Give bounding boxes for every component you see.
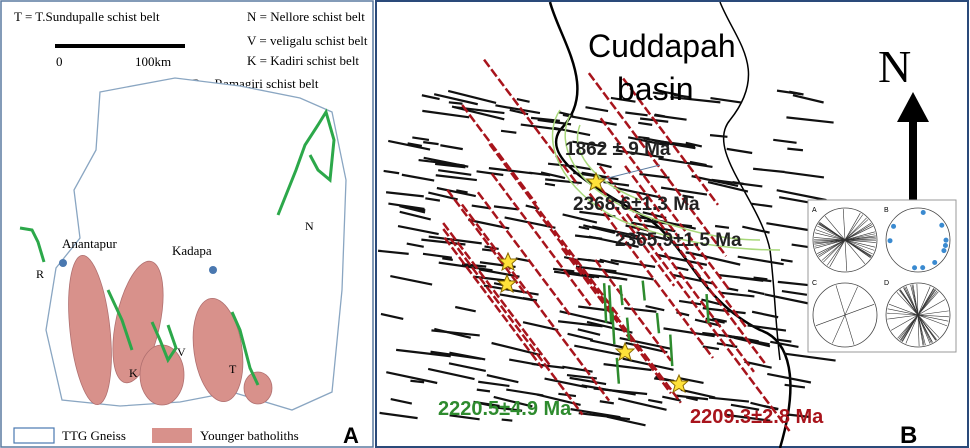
- dike: [449, 102, 463, 103]
- key-swatch: [152, 428, 192, 443]
- panel-label: B: [900, 422, 917, 448]
- stereonet-label: C: [812, 280, 817, 287]
- age-label: 2365.9±1.5 Ma: [615, 230, 742, 251]
- legend-text: V = veligalu schist belt: [247, 33, 368, 48]
- legend-text: K = Kadiri schist belt: [247, 53, 359, 68]
- stereonets: A B C D: [808, 200, 956, 352]
- town-marker: [209, 266, 217, 274]
- dike: [410, 381, 424, 383]
- panel-b: Cuddapah basin N 1862 ± 9 Ma 2368.6±1.3 …: [376, 1, 968, 448]
- town-marker: [59, 259, 67, 267]
- basin-label: basin: [617, 71, 694, 107]
- town-label: Kadapa: [172, 243, 212, 258]
- pole-cluster: [941, 248, 946, 253]
- stereonet-label: A: [812, 207, 817, 214]
- pole-cluster: [920, 265, 925, 270]
- pole-cluster: [888, 238, 893, 243]
- scale-label: 100km: [135, 54, 171, 69]
- age-label: 1862 ± 9 Ma: [565, 139, 671, 160]
- age-label: 2209.3±2.8 Ma: [690, 406, 824, 428]
- pole-cluster: [932, 260, 937, 265]
- figure: T = T.Sundupalle schist belt N = Nellore…: [0, 0, 970, 448]
- belt-label: R: [36, 267, 44, 281]
- pole-cluster: [939, 223, 944, 228]
- belt-label: V: [177, 345, 186, 359]
- basin-label: Cuddapah: [588, 28, 736, 64]
- scale-label: 0: [56, 54, 63, 69]
- stereonet-label: D: [884, 280, 889, 287]
- legend-text: N = Nellore schist belt: [247, 9, 365, 24]
- legend-text: T = T.Sundupalle schist belt: [14, 9, 160, 24]
- age-label: 2220.5±4.9 Ma: [438, 398, 572, 420]
- belt-label: N: [305, 219, 314, 233]
- panel-label: A: [343, 423, 359, 448]
- pole-cluster: [943, 243, 948, 248]
- pole-cluster: [921, 210, 926, 215]
- belt-label: T: [229, 362, 237, 376]
- key-label: TTG Gneiss: [62, 428, 126, 443]
- key-label: Younger batholiths: [200, 428, 299, 443]
- key-swatch: [14, 428, 54, 443]
- batholith: [244, 372, 272, 404]
- pole-cluster: [891, 224, 896, 229]
- pole-cluster: [943, 238, 948, 243]
- age-label: 2368.6±1.3 Ma: [573, 194, 700, 215]
- panel-a: T = T.Sundupalle schist belt N = Nellore…: [1, 1, 373, 448]
- town-label: Anantapur: [62, 236, 118, 251]
- belt-label: K: [129, 366, 138, 380]
- north-label: N: [878, 41, 911, 92]
- pole-cluster: [912, 265, 917, 270]
- stereonet-label: B: [884, 207, 889, 214]
